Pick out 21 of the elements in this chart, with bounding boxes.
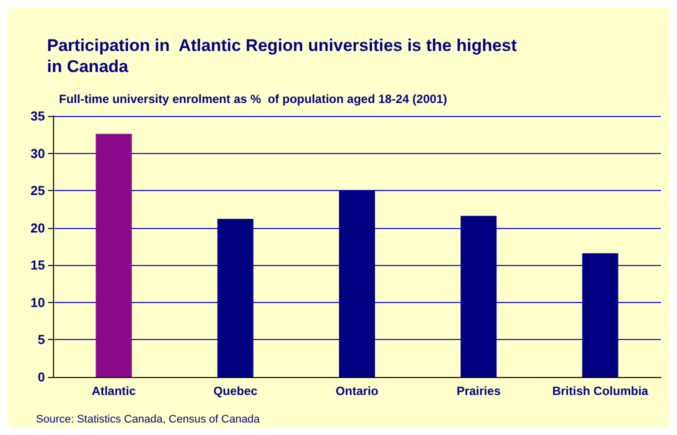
y-tick-label: 30 [30, 146, 45, 161]
bar [582, 253, 618, 377]
bar [460, 216, 497, 377]
x-tick-label: Quebec [213, 384, 258, 398]
y-tick-label: 10 [30, 294, 45, 310]
y-tick-label: 0 [38, 370, 45, 384]
bar [339, 190, 375, 377]
y-tick-label: 25 [30, 183, 45, 198]
bar [217, 218, 254, 377]
y-tick-label: 20 [30, 220, 45, 236]
y-tick-label: 35 [30, 108, 45, 124]
chart-title: Participation in Atlantic Region universities is the highest in Canada [47, 36, 518, 76]
x-tick-label: British Columbia [552, 384, 649, 398]
chart-subtitle: Full-time university enrolment as % of population aged 18-24 (2001) [59, 92, 448, 106]
x-tick-label: Ontario [336, 384, 378, 398]
y-tick-label: 15 [30, 258, 45, 273]
source-note: Source: Statistics Canada, Census of Canada [36, 414, 261, 426]
y-tick-label: 5 [38, 332, 45, 348]
x-tick-label: Prairies [456, 384, 501, 398]
x-tick-label: Atlantic [92, 384, 136, 398]
bar [96, 134, 132, 377]
